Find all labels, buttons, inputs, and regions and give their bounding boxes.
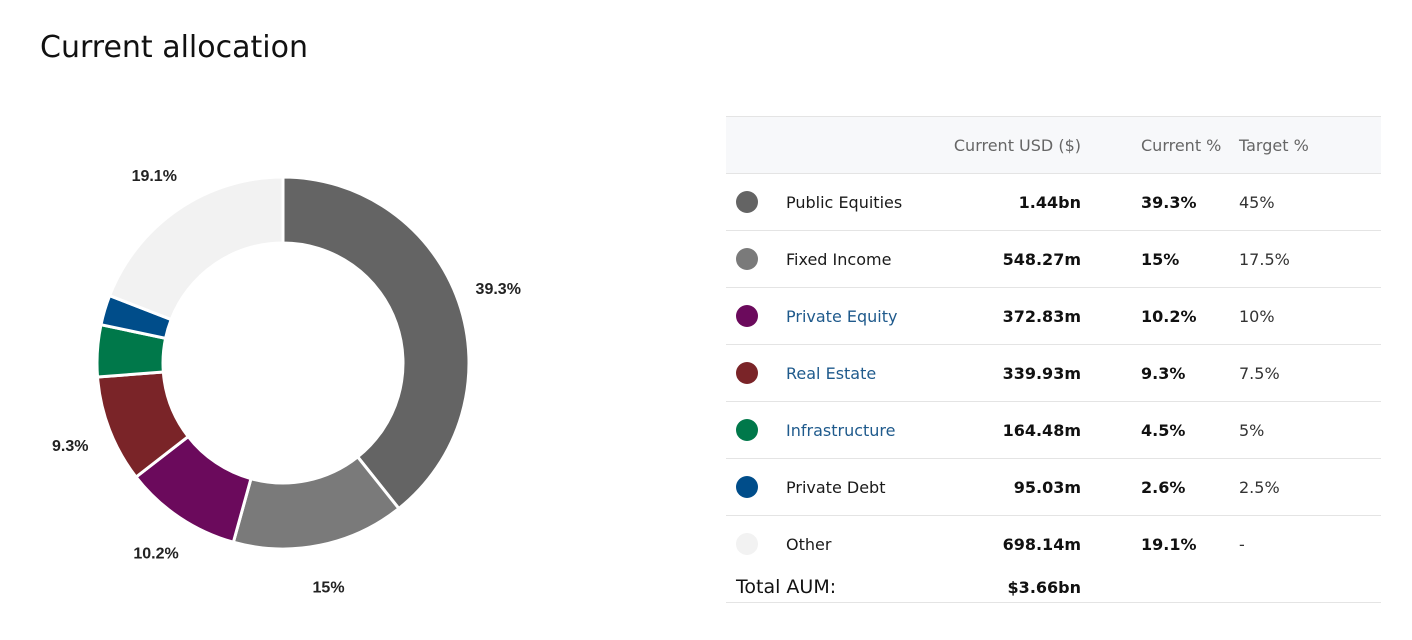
target-pct-value: 2.5%: [1239, 458, 1381, 516]
current-usd-value: 548.27m: [936, 230, 1081, 288]
legend-dot: [726, 458, 786, 516]
header-current-usd: Current USD ($): [936, 116, 1081, 174]
color-swatch-icon: [736, 419, 758, 441]
page-title: Current allocation: [40, 30, 308, 65]
data-label: 9.3%: [52, 438, 88, 455]
current-usd-value: 698.14m: [936, 515, 1081, 572]
legend-dot: [726, 515, 786, 572]
legend-dot: [726, 401, 786, 459]
color-swatch-icon: [736, 533, 758, 555]
current-usd-value: 339.93m: [936, 344, 1081, 402]
data-label: 19.1%: [132, 168, 177, 185]
current-usd-value: 1.44bn: [936, 173, 1081, 231]
color-swatch-icon: [736, 476, 758, 498]
legend-dot: [726, 230, 786, 288]
current-usd-value: 372.83m: [936, 287, 1081, 345]
current-usd-value: 164.48m: [936, 401, 1081, 459]
asset-class-name: Fixed Income: [786, 230, 936, 288]
table-row: Private Debt 95.03m 2.6% 2.5%: [726, 458, 1381, 516]
table-row: Other 698.14m 19.1% -: [726, 515, 1381, 572]
data-label: 15%: [313, 579, 345, 596]
current-pct-value: 9.3%: [1081, 344, 1239, 402]
asset-class-name[interactable]: Private Equity: [786, 287, 936, 345]
header-current-pct: Current %: [1081, 116, 1239, 174]
target-pct-value: 17.5%: [1239, 230, 1381, 288]
asset-class-name: Public Equities: [786, 173, 936, 231]
legend-dot: [726, 344, 786, 402]
header-color: [726, 116, 786, 174]
allocation-table: Current USD ($) Current % Target % Publi…: [726, 116, 1381, 603]
table-row: Private Equity 372.83m 10.2% 10%: [726, 287, 1381, 345]
table-row: Infrastructure 164.48m 4.5% 5%: [726, 401, 1381, 459]
current-pct-value: 39.3%: [1081, 173, 1239, 231]
target-pct-value: 10%: [1239, 287, 1381, 345]
table-header-row: Current USD ($) Current % Target %: [726, 116, 1381, 174]
table-row: Real Estate 339.93m 9.3% 7.5%: [726, 344, 1381, 402]
asset-class-name: Private Debt: [786, 458, 936, 516]
target-pct-value: 5%: [1239, 401, 1381, 459]
header-target-pct: Target %: [1239, 116, 1381, 174]
data-label: 10.2%: [133, 545, 178, 562]
color-swatch-icon: [736, 362, 758, 384]
table-row: Fixed Income 548.27m 15% 17.5%: [726, 230, 1381, 288]
color-swatch-icon: [736, 191, 758, 213]
data-label: 39.3%: [476, 281, 521, 298]
asset-class-name[interactable]: Infrastructure: [786, 401, 936, 459]
asset-class-name: Other: [786, 515, 936, 572]
current-pct-value: 10.2%: [1081, 287, 1239, 345]
asset-class-name[interactable]: Real Estate: [786, 344, 936, 402]
target-pct-value: 45%: [1239, 173, 1381, 231]
header-name: [786, 116, 936, 174]
total-aum-value: $3.66bn: [936, 572, 1081, 603]
legend-dot: [726, 173, 786, 231]
target-pct-value: -: [1239, 515, 1381, 572]
color-swatch-icon: [736, 248, 758, 270]
current-pct-value: 19.1%: [1081, 515, 1239, 572]
total-aum-label: Total AUM:: [726, 572, 936, 603]
donut-slice-other[interactable]: [107, 175, 285, 322]
current-pct-value: 2.6%: [1081, 458, 1239, 516]
color-swatch-icon: [736, 305, 758, 327]
current-pct-value: 4.5%: [1081, 401, 1239, 459]
current-pct-value: 15%: [1081, 230, 1239, 288]
donut-slice-public-equities[interactable]: [281, 175, 471, 511]
total-row: Total AUM: $3.66bn: [726, 572, 1381, 603]
target-pct-value: 7.5%: [1239, 344, 1381, 402]
table-row: Public Equities 1.44bn 39.3% 45%: [726, 173, 1381, 231]
current-usd-value: 95.03m: [936, 458, 1081, 516]
allocation-donut-chart: 39.3% 15% 10.2% 9.3% 19.1%: [52, 168, 521, 597]
legend-dot: [726, 287, 786, 345]
